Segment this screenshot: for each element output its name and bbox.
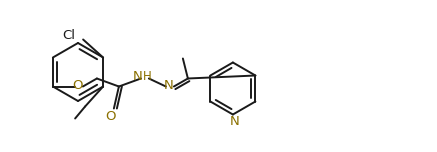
Text: N: N <box>230 115 240 128</box>
Text: N: N <box>133 70 143 83</box>
Text: Cl: Cl <box>62 29 76 42</box>
Text: O: O <box>73 79 83 92</box>
Text: H: H <box>143 70 152 83</box>
Text: O: O <box>106 110 116 123</box>
Text: N: N <box>164 79 174 92</box>
